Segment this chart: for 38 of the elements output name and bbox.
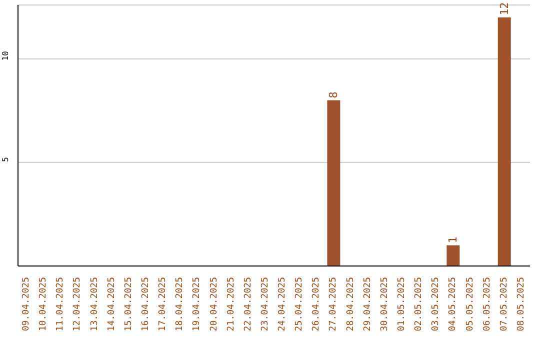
x-tick-label: 26.04.2025 xyxy=(312,277,322,332)
data-label: 12 xyxy=(498,2,511,16)
bar xyxy=(327,100,340,266)
x-tick-label: 29.04.2025 xyxy=(362,277,373,332)
x-tick-label: 20.04.2025 xyxy=(209,277,220,332)
x-tick-label: 14.04.2025 xyxy=(106,277,117,332)
x-tick-label: 04.05.2025 xyxy=(448,277,458,332)
x-tick-label: 02.05.2025 xyxy=(414,277,424,332)
x-tick-label: 22.04.2025 xyxy=(243,277,254,332)
x-tick-label: 24.04.2025 xyxy=(278,277,288,332)
x-tick-label: 21.04.2025 xyxy=(226,277,236,332)
x-tick-label: 03.05.2025 xyxy=(431,277,442,332)
x-tick-label: 13.04.2025 xyxy=(90,277,100,332)
bar xyxy=(498,17,511,266)
x-tick-label: 01.05.2025 xyxy=(397,277,407,332)
x-tick-label: 28.04.2025 xyxy=(346,277,356,332)
x-tick-label: 15.04.2025 xyxy=(124,277,134,332)
x-tick-label: 16.04.2025 xyxy=(141,277,151,332)
bar xyxy=(446,245,460,266)
x-tick-label: 25.04.2025 xyxy=(294,277,305,332)
data-label: 1 xyxy=(446,236,460,244)
x-tick-label: 12.04.2025 xyxy=(72,277,83,332)
x-tick-label: 09.04.2025 xyxy=(22,277,32,332)
x-tick-label: 17.04.2025 xyxy=(158,277,168,332)
x-tick-label: 18.04.2025 xyxy=(175,277,186,332)
y-tick-label: 10 xyxy=(1,50,10,61)
x-tick-label: 07.05.2025 xyxy=(499,277,510,332)
x-tick-label: 08.05.2025 xyxy=(516,277,526,332)
x-tick-label: 27.04.2025 xyxy=(328,277,339,332)
data-label: 8 xyxy=(327,92,340,98)
x-tick-label: 10.04.2025 xyxy=(38,277,49,332)
x-tick-label: 06.05.2025 xyxy=(482,277,492,332)
x-tick-label: 19.04.2025 xyxy=(192,277,202,332)
x-tick-label: 05.05.2025 xyxy=(465,277,476,332)
x-tick-label: 11.04.2025 xyxy=(56,277,66,332)
y-tick-label: 5 xyxy=(1,156,10,162)
x-tick-label: 23.04.2025 xyxy=(260,277,270,332)
x-tick-label: 30.04.2025 xyxy=(380,277,390,332)
